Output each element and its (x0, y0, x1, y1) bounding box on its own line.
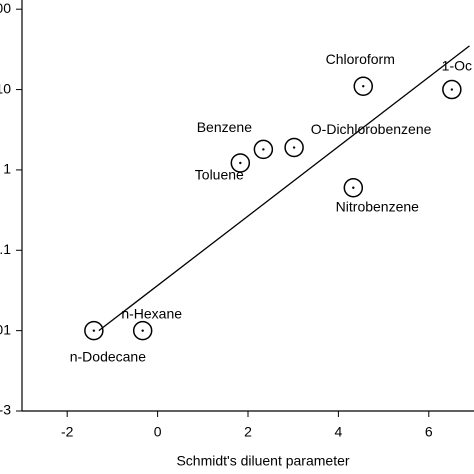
data-point (343, 177, 364, 198)
point-center (450, 88, 454, 91)
data-point (442, 79, 462, 100)
x-tick-label: 4 (335, 424, 343, 440)
data-point (84, 320, 104, 341)
data-point (253, 139, 274, 160)
y-tick-label: 1 (3, 161, 11, 177)
point-center (362, 85, 365, 88)
data-point (353, 76, 374, 96)
point-center (352, 186, 355, 189)
y-tick-label: 0.01 (0, 321, 11, 337)
x-tick-label: 0 (154, 424, 162, 440)
point-center (292, 146, 296, 149)
point-label: O-Dichlorobenzene (311, 121, 432, 137)
point-label: Benzene (197, 119, 252, 135)
point-label: n-Dodecane (70, 348, 146, 364)
y-tick-label: 0.1 (0, 241, 11, 257)
y-tick-label: 100 (0, 0, 11, 16)
x-tick-label: -2 (61, 424, 74, 440)
data-point (132, 320, 153, 341)
point-label: 1-Oc (442, 57, 472, 73)
fit-line (98, 45, 470, 332)
point-center (239, 161, 242, 165)
point-center (141, 329, 144, 332)
x-tick-label: 6 (425, 424, 433, 440)
point-label: Toluene (195, 167, 244, 183)
point-label: Chloroform (326, 51, 395, 67)
data-point (284, 137, 304, 158)
x-axis-label: Schmidt's diluent parameter (176, 453, 349, 469)
x-tick-label: 2 (244, 424, 252, 440)
point-label: Nitrobenzene (336, 198, 419, 214)
y-tick-label: 1E-3 (0, 402, 11, 418)
data-point (230, 153, 251, 173)
point-center (262, 148, 265, 151)
y-tick-label: 10 (0, 80, 11, 96)
point-center (92, 329, 96, 332)
point-label: n-Hexane (121, 305, 182, 321)
